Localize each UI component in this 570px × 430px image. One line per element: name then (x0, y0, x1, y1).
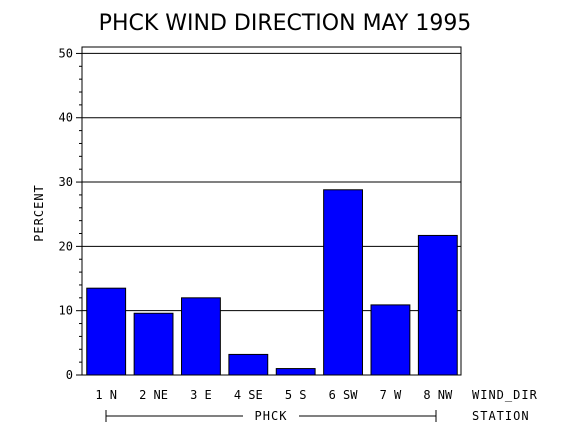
bar-5 (275, 368, 316, 376)
y-tick-label-0: 0 (66, 368, 73, 382)
x-axis-label: WIND_DIR (472, 388, 538, 402)
bar-6 (323, 189, 363, 376)
bars (86, 189, 458, 376)
y-tick-label-20: 20 (59, 239, 73, 253)
x-tick-label-4: 4 SE (234, 388, 263, 402)
x-tick-label-8: 8 NW (423, 388, 453, 402)
y-axis: 0 10 20 30 40 50 (59, 46, 82, 382)
plot-frame (81, 46, 462, 376)
x-tick-label-6: 6 SW (329, 388, 359, 402)
y-tick-label-30: 30 (59, 175, 73, 189)
group-value-label: PHCK (255, 409, 288, 423)
y-tick-label-50: 50 (59, 46, 73, 60)
bar-4 (228, 353, 269, 376)
y-axis-label: PERCENT (32, 184, 46, 242)
x-tick-label-7: 7 W (380, 388, 402, 402)
x-tick-label-3: 3 E (190, 388, 212, 402)
station-group: PHCK (105, 409, 437, 423)
y-tick-label-40: 40 (59, 111, 73, 125)
group-axis-label: STATION (472, 409, 530, 423)
x-tick-label-1: 1 N (95, 388, 117, 402)
bar-8 (417, 234, 458, 376)
grid-lines (82, 52, 461, 312)
bar-1 (86, 287, 127, 376)
y-tick-label-10: 10 (59, 304, 73, 318)
x-tick-labels: 1 N 2 NE 3 E 4 SE 5 S 6 SW 7 W 8 NW (95, 388, 453, 402)
x-tick-label-2: 2 NE (139, 388, 168, 402)
x-tick-label-5: 5 S (285, 388, 307, 402)
bar-3 (181, 297, 221, 376)
bar-7 (370, 304, 411, 376)
chart-title: PHCK WIND DIRECTION MAY 1995 (99, 11, 472, 36)
bar-2 (133, 312, 174, 376)
